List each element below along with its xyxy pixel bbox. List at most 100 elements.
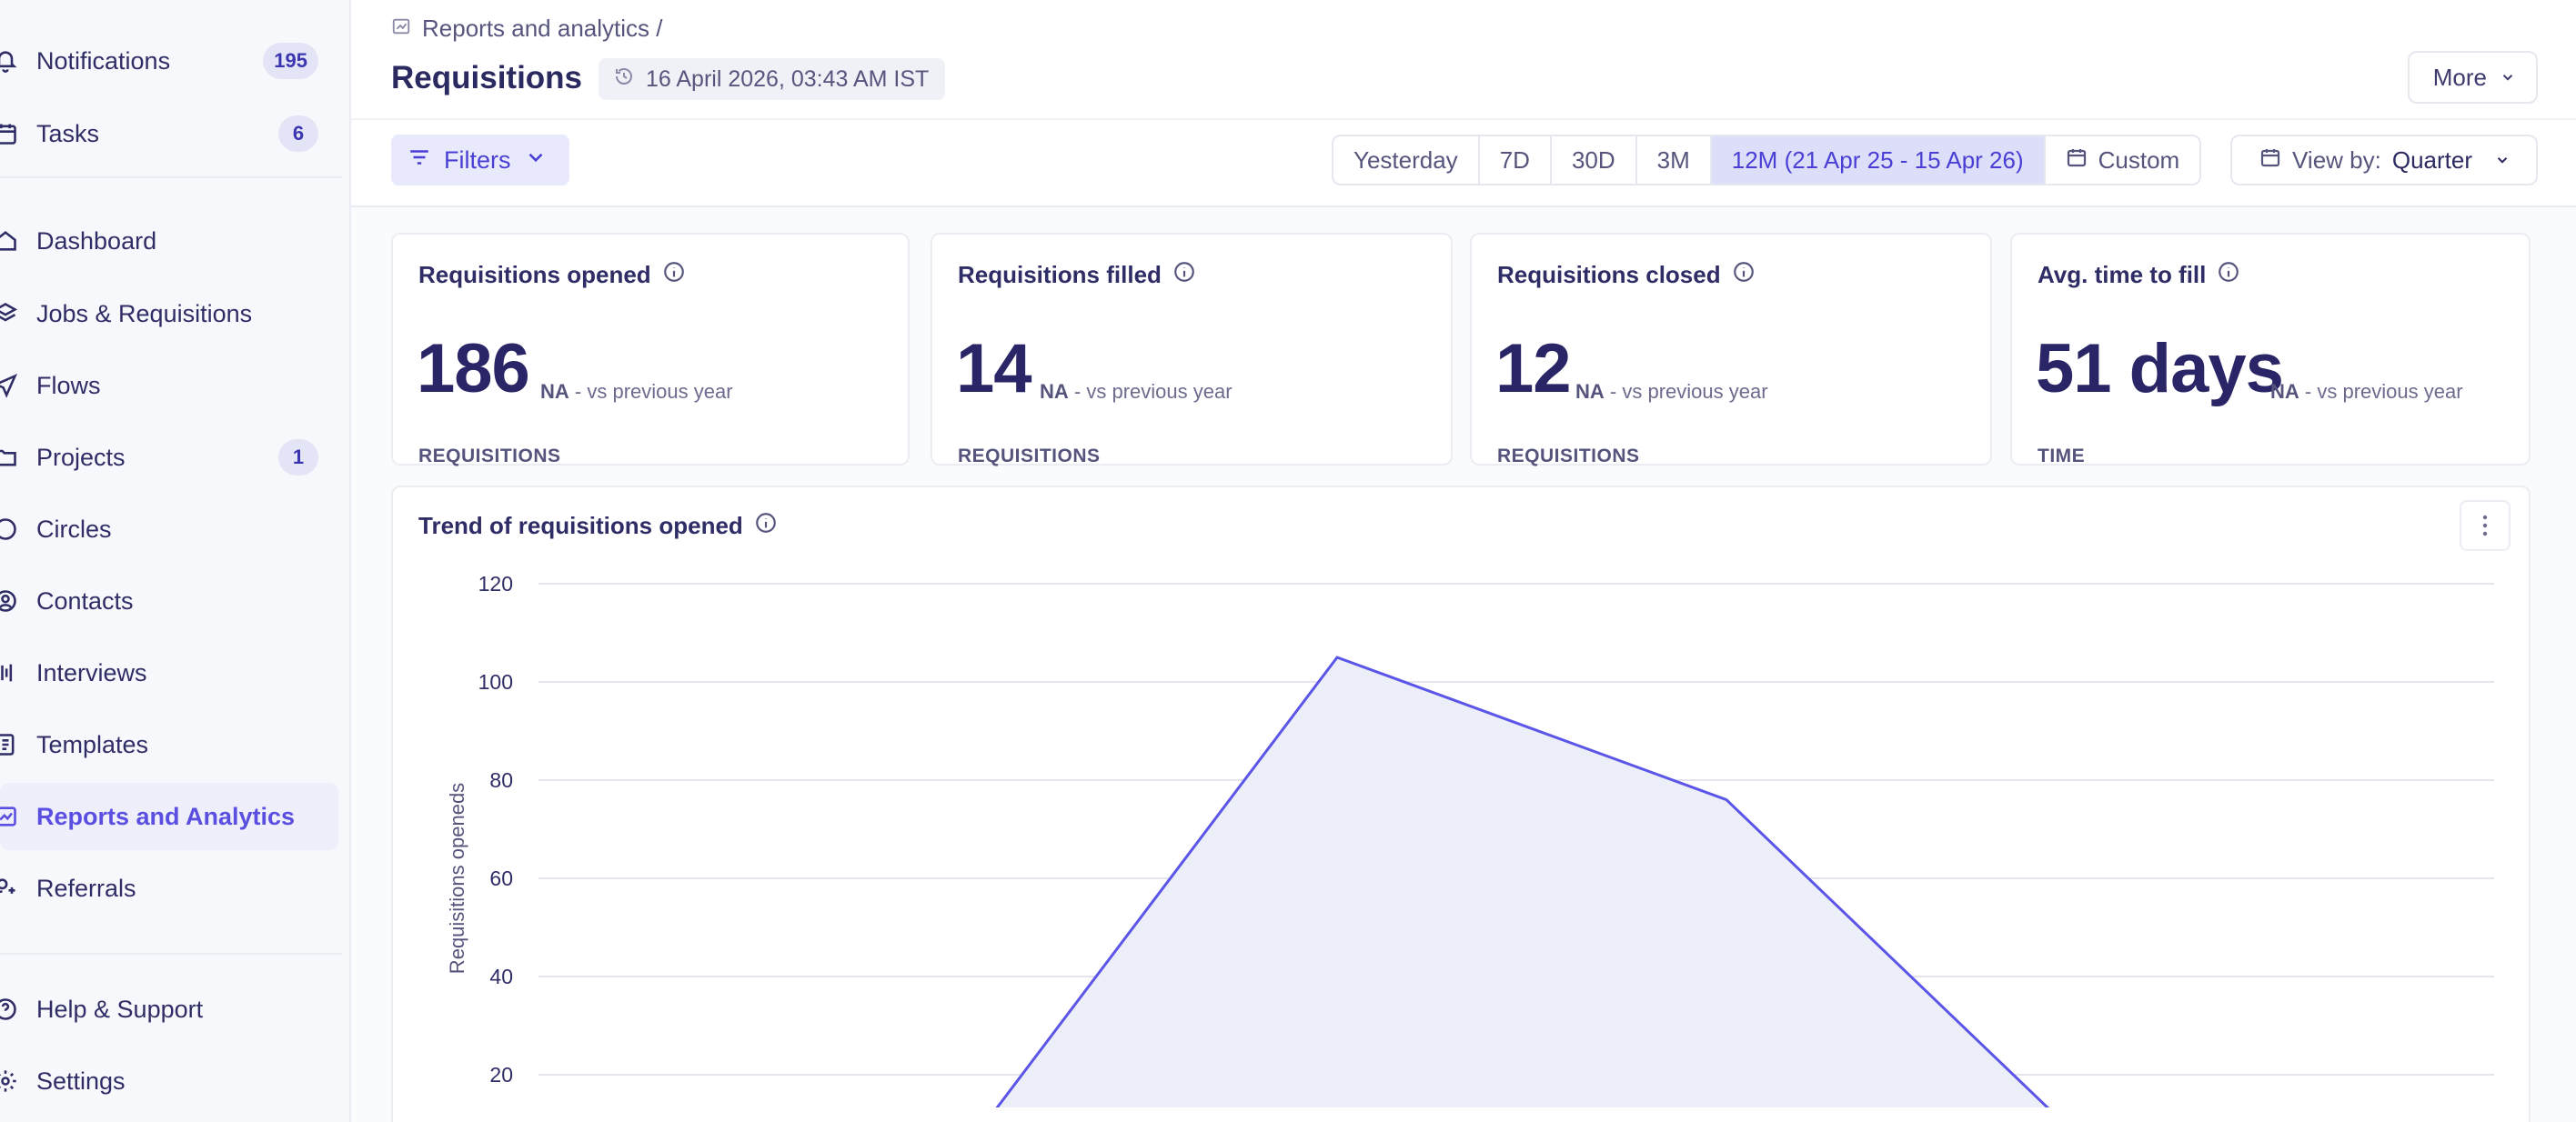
home-icon (0, 228, 18, 254)
help-icon (0, 997, 18, 1022)
y-tick-label: 20 (489, 1063, 513, 1087)
metric-card-requisitions-filled: Requisitions filled 14 NA - vs previous … (931, 233, 1453, 466)
sidebar-item-help-support[interactable]: Help & Support (0, 976, 338, 1043)
sidebar-item-referrals[interactable]: Referrals (0, 855, 338, 922)
calendar-icon (2259, 146, 2281, 175)
sidebar-item-label: Contacts (36, 586, 134, 615)
metric-unit: REQUISITIONS (418, 446, 561, 466)
chevron-down-icon (2500, 64, 2516, 92)
trend-chart-card: 20 40 60 80 100 120 Requisitions openeds Trend… (391, 486, 2531, 1122)
sidebar-item-tasks[interactable]: Tasks 6 (0, 100, 338, 167)
sidebar-item-label: Settings (36, 1067, 126, 1095)
range-option-12m[interactable]: 12M (21 Apr 25 - 15 Apr 26) (1711, 136, 2046, 184)
folder-icon (0, 445, 18, 470)
metric-comparison: NA - vs previous year (1575, 380, 1768, 404)
sidebar-item-contacts[interactable]: Contacts (0, 567, 338, 635)
series-line (995, 656, 2050, 1107)
filters-label: Filters (444, 145, 511, 174)
circles-icon (0, 516, 18, 542)
chevron-down-icon (524, 145, 548, 175)
sidebar-item-notifications[interactable]: Notifications 195 (0, 27, 338, 95)
calendar-icon (2066, 146, 2088, 175)
metric-comparison: NA - vs previous year (540, 380, 733, 404)
info-icon[interactable] (662, 260, 686, 290)
more-label: More (2432, 63, 2487, 91)
info-icon[interactable] (754, 511, 778, 541)
metric-title-row: Requisitions opened (418, 260, 686, 290)
info-icon[interactable] (2217, 260, 2240, 290)
sidebar-item-templates[interactable]: Templates (0, 711, 338, 778)
metric-title: Requisitions filled (958, 261, 1162, 288)
sidebar-item-label: Help & Support (36, 995, 204, 1023)
gear-icon (0, 1068, 18, 1094)
metric-value: 12 (1495, 330, 1572, 407)
y-tick-label: 80 (489, 768, 513, 792)
range-option-yesterday[interactable]: Yesterday (1333, 136, 1480, 184)
metric-card-avg-time-to-fill: Avg. time to fill 51 days NA - vs previo… (2010, 233, 2531, 466)
info-icon[interactable] (1732, 260, 1756, 290)
sidebar-item-flows[interactable]: Flows (0, 352, 338, 419)
metric-card-requisitions-opened: Requisitions opened 186 NA - vs previous… (391, 233, 910, 466)
range-option-7d[interactable]: 7D (1480, 136, 1552, 184)
view-by-label: View by: (2292, 145, 2381, 174)
trend-chart: 20 40 60 80 100 120 Requisitions openeds (446, 572, 2494, 1107)
bell-icon (0, 48, 18, 74)
comparison-text: - vs previous year (1073, 380, 1233, 403)
filters-button[interactable]: Filters (391, 135, 569, 185)
sidebar-item-projects[interactable]: Projects 1 (0, 424, 338, 491)
metric-card-requisitions-closed: Requisitions closed 12 NA - vs previous … (1470, 233, 1992, 466)
sidebar-item-label: Templates (36, 730, 149, 758)
metric-title-row: Avg. time to fill (2038, 260, 2240, 290)
sidebar-item-label: Tasks (36, 119, 100, 147)
sidebar-item-reports-analytics[interactable]: Reports and Analytics (0, 783, 338, 850)
sidebar-item-label: Reports and Analytics (36, 802, 296, 830)
metric-unit: REQUISITIONS (1497, 446, 1640, 466)
timestamp-text: 16 April 2026, 03:43 AM IST (646, 65, 930, 92)
metric-value: 14 (956, 330, 1032, 407)
audio-bars-icon (0, 660, 18, 686)
view-by-value: Quarter (2391, 145, 2472, 174)
metric-title: Avg. time to fill (2038, 261, 2207, 288)
metric-title: Requisitions opened (418, 261, 651, 288)
custom-range-label: Custom (2098, 145, 2180, 174)
range-option-3m[interactable]: 3M (1637, 136, 1712, 184)
breadcrumb[interactable]: Reports and analytics / (391, 15, 662, 43)
breadcrumb-text[interactable]: Reports and analytics / (422, 15, 663, 42)
sidebar-item-settings[interactable]: Settings (0, 1047, 338, 1115)
projects-count-badge: 1 (278, 439, 318, 476)
sidebar-item-label: Circles (36, 515, 112, 543)
metric-comparison: NA - vs previous year (1040, 380, 1233, 404)
comparison-text: - vs previous year (574, 380, 733, 403)
page-header: Reports and analytics / Requisitions 16 … (351, 0, 2576, 207)
metric-title-row: Requisitions closed (1497, 260, 1756, 290)
sidebar-item-jobs-requisitions[interactable]: Jobs & Requisitions (0, 280, 338, 347)
metric-comparison: NA - vs previous year (2270, 380, 2463, 404)
view-by-dropdown[interactable]: View by: Quarter (2230, 135, 2538, 185)
page-title: Requisitions (391, 60, 583, 95)
sidebar-item-label: Dashboard (36, 226, 157, 255)
contact-icon (0, 588, 18, 614)
sidebar-item-interviews[interactable]: Interviews (0, 639, 338, 706)
sidebar-item-dashboard[interactable]: Dashboard (0, 207, 338, 275)
referral-icon (0, 876, 18, 901)
metric-title: Requisitions closed (1497, 261, 1721, 288)
sidebar-item-circles[interactable]: Circles (0, 496, 338, 563)
metric-value: 186 (417, 330, 530, 407)
more-button[interactable]: More (2407, 51, 2538, 104)
sidebar-item-label: Interviews (36, 658, 147, 686)
info-icon[interactable] (1172, 260, 1196, 290)
y-tick-label: 100 (478, 670, 513, 694)
chart-icon (391, 15, 411, 43)
date-range-selector: Yesterday 7D 30D 3M 12M (21 Apr 25 - 15 … (1332, 135, 2202, 185)
chart-title-row: Trend of requisitions opened (418, 511, 778, 541)
chevron-down-icon (2494, 146, 2511, 175)
sidebar-item-label: Flows (36, 371, 101, 399)
header-divider (351, 118, 2576, 120)
chart-title: Trend of requisitions opened (418, 512, 743, 539)
range-option-30d[interactable]: 30D (1552, 136, 1637, 184)
sidebar-divider (0, 176, 342, 178)
range-option-custom[interactable]: Custom (2046, 136, 2200, 184)
chart-menu-button[interactable] (2460, 500, 2511, 551)
sidebar: Notifications 195 Tasks 6 Dashboard Jobs… (0, 0, 351, 1122)
comparison-na: NA (2270, 380, 2299, 403)
